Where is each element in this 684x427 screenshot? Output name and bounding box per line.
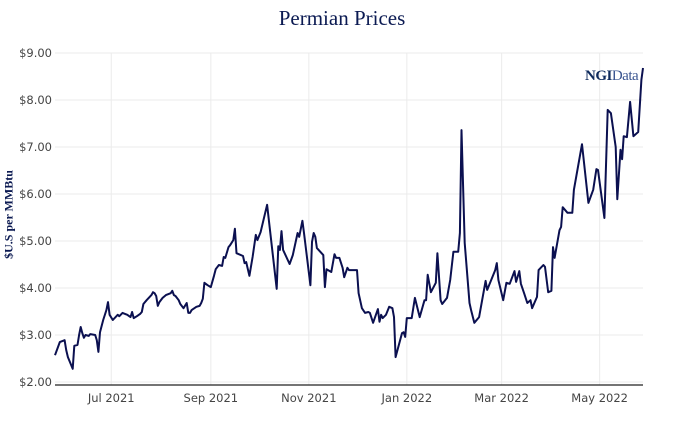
logo-bold: NGI	[585, 68, 612, 84]
x-tick-label: Nov 2021	[281, 391, 336, 405]
y-tick-label: $3.00	[19, 328, 52, 342]
x-tick-labels: Jul 2021 Sep 2021 Nov 2021 Jan 2022 Mar 2022…	[87, 391, 628, 405]
y-tick-label: $4.00	[19, 281, 52, 295]
chart-title: Permian Prices	[278, 6, 406, 30]
x-tick-label: Mar 2022	[474, 391, 529, 405]
y-tick-label: $8.00	[19, 93, 52, 107]
logo-light: Data	[611, 68, 639, 84]
x-tick-label: Sep 2021	[184, 391, 239, 405]
y-tick-labels: $2.00 $3.00 $4.00 $5.00 $6.00 $7.00 $8.00 $9.00	[19, 46, 52, 389]
y-tick-label: $6.00	[19, 187, 52, 201]
x-tick-label: Jan 2022	[381, 391, 433, 405]
series-line-permian	[54, 67, 644, 370]
y-tick-label: $2.00	[19, 375, 52, 389]
gridlines	[55, 52, 643, 385]
ngi-data-logo: NGIData	[585, 68, 639, 85]
y-tick-label: $5.00	[19, 234, 52, 248]
x-tick-label: Jul 2021	[87, 391, 135, 405]
y-tick-label: $9.00	[19, 46, 52, 60]
x-tick-label: May 2022	[571, 391, 628, 405]
y-tick-label: $7.00	[19, 140, 52, 154]
